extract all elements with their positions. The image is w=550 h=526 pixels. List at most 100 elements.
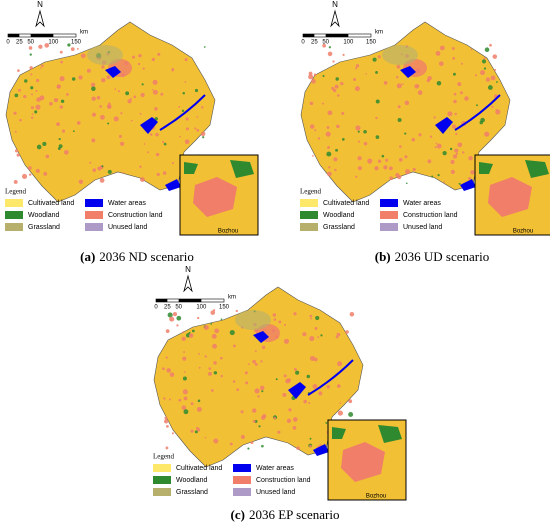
land-patch — [451, 124, 457, 129]
land-patch — [381, 154, 385, 158]
lake — [460, 179, 476, 191]
land-patch — [460, 62, 463, 65]
land-patch — [171, 161, 174, 165]
land-patch — [363, 129, 367, 134]
scale-bar-fill — [156, 299, 168, 302]
lake — [140, 117, 158, 134]
land-patch — [182, 376, 187, 381]
legend-label: Cultivated land — [28, 200, 74, 207]
land-patch — [317, 336, 320, 339]
legend-swatch — [233, 464, 251, 472]
land-patch — [160, 92, 164, 96]
legend-swatch — [85, 223, 103, 231]
land-patch — [277, 430, 281, 434]
region — [153, 286, 364, 468]
land-patch — [383, 165, 388, 170]
land-patch — [152, 79, 158, 85]
land-patch — [182, 91, 186, 95]
land-patch — [388, 166, 393, 171]
land-patch — [314, 129, 317, 132]
inset-urban — [488, 177, 532, 217]
north-label: N — [37, 0, 43, 9]
legend-swatch — [5, 211, 23, 219]
land-patch — [405, 182, 408, 185]
north-arrow — [35, 9, 45, 28]
legend-label: Cultivated land — [176, 465, 222, 472]
land-patch — [283, 323, 286, 327]
lake — [288, 382, 306, 399]
land-patch — [16, 153, 20, 157]
land-patch — [233, 344, 236, 348]
land-patch — [317, 137, 321, 140]
land-patch — [335, 148, 338, 152]
lake — [400, 66, 416, 78]
caption-label: (a) — [80, 249, 95, 264]
lake — [435, 117, 453, 134]
north-label: N — [332, 0, 338, 9]
land-patch — [24, 79, 28, 83]
land-patch — [401, 83, 404, 86]
land-patch — [295, 370, 300, 375]
land-patch — [325, 131, 331, 137]
land-patch — [254, 362, 258, 366]
land-patch — [398, 157, 403, 162]
land-patch — [470, 48, 473, 51]
land-patch — [331, 86, 335, 91]
land-patch — [404, 155, 408, 159]
land-patch — [181, 109, 185, 113]
legend-swatch — [233, 488, 251, 496]
land-patch — [308, 71, 313, 76]
land-patch — [383, 81, 388, 85]
land-patch — [494, 68, 497, 71]
land-patch — [312, 384, 318, 389]
land-patch — [117, 90, 121, 93]
land-patch — [363, 141, 368, 146]
land-patch — [91, 86, 96, 92]
land-patch — [181, 336, 186, 341]
land-patch — [28, 46, 33, 50]
land-patch — [483, 67, 487, 70]
legend-label: Woodland — [323, 212, 355, 219]
land-patch — [308, 402, 311, 405]
land-patch — [130, 119, 133, 122]
inset-woodland — [332, 427, 346, 439]
land-patch — [326, 385, 330, 389]
land-patch — [240, 434, 245, 440]
scale-bar-fill — [8, 34, 20, 37]
land-patch — [483, 57, 486, 60]
land-patch — [353, 78, 357, 81]
land-patch — [396, 83, 402, 89]
land-patch — [302, 332, 307, 337]
land-patch — [21, 173, 28, 180]
land-patch — [172, 311, 178, 317]
land-patch — [450, 159, 455, 165]
land-patch — [113, 116, 119, 122]
land-patch — [168, 398, 171, 401]
land-patch — [367, 158, 373, 164]
land-patch — [308, 74, 314, 80]
land-patch — [184, 139, 190, 145]
land-patch — [433, 116, 436, 119]
land-patch — [38, 44, 43, 49]
land-patch — [210, 389, 214, 392]
land-patch — [451, 47, 455, 50]
land-patch — [36, 144, 42, 150]
legend-label: Grassland — [28, 224, 60, 231]
land-patch — [60, 99, 65, 104]
river — [454, 94, 501, 131]
land-patch — [162, 171, 167, 175]
land-patch — [90, 82, 96, 88]
land-patch — [194, 127, 197, 130]
land-patch — [283, 374, 287, 378]
land-patch — [315, 315, 320, 321]
land-patch — [283, 338, 290, 344]
land-patch — [185, 117, 189, 121]
land-patch — [476, 104, 478, 107]
land-patch — [436, 143, 442, 149]
land-patch — [485, 77, 491, 82]
land-patch — [23, 95, 27, 99]
land-patch — [181, 405, 187, 410]
land-patch — [244, 371, 248, 375]
land-patch — [326, 126, 330, 129]
land-patch — [355, 64, 360, 68]
